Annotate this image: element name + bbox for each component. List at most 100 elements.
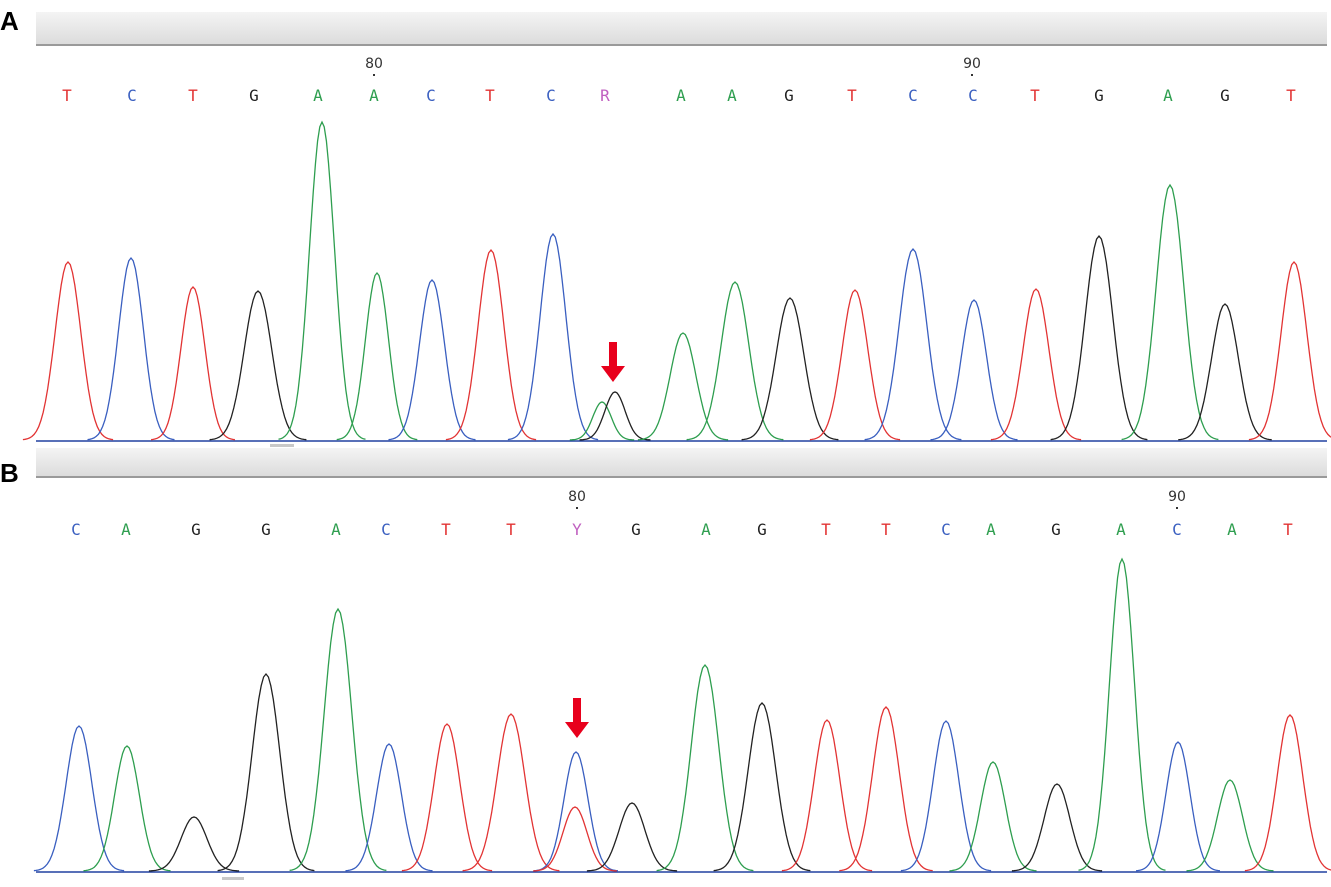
base-call: Y: [572, 520, 582, 539]
trace-peak-C: [864, 247, 962, 441]
base-call: T: [441, 520, 451, 539]
trace-peak-C: [900, 720, 992, 872]
trace-peak-A: [1121, 183, 1219, 441]
trace-peak-C: [388, 279, 476, 441]
trace-peak-T: [533, 806, 617, 872]
base-call: T: [188, 86, 198, 105]
position-tick-90-b: [1176, 507, 1178, 509]
trace-peak-T: [781, 719, 873, 872]
base-call: C: [426, 86, 436, 105]
position-80-a: 80: [365, 56, 383, 72]
base-call: A: [1163, 86, 1173, 105]
position-80-b: 80: [568, 489, 586, 505]
trace-peak-G: [1178, 303, 1272, 441]
variant-arrow-icon-a: [601, 342, 625, 382]
base-call: T: [1286, 86, 1296, 105]
base-call: T: [847, 86, 857, 105]
base-call: A: [121, 520, 131, 539]
trace-peak-A: [83, 745, 171, 872]
base-call: G: [249, 86, 259, 105]
base-call: C: [941, 520, 951, 539]
base-call: C: [968, 86, 978, 105]
panel-label-b: B: [0, 458, 19, 488]
base-call: C: [71, 520, 81, 539]
trace-peak-T: [22, 260, 114, 441]
trace-peak-G: [209, 290, 307, 441]
base-call: T: [821, 520, 831, 539]
position-tick-90-a: [971, 74, 973, 76]
base-call: A: [313, 86, 323, 105]
trace-peak-A: [1078, 557, 1166, 871]
base-call: A: [331, 520, 341, 539]
scroll-thumb-b[interactable]: [222, 877, 244, 880]
base-call: T: [1283, 520, 1293, 539]
panel-label-a: A: [0, 6, 19, 36]
trace-peak-G: [713, 702, 811, 872]
base-call: A: [727, 86, 737, 105]
base-call: C: [908, 86, 918, 105]
position-tick-80-a: [373, 74, 375, 76]
base-call: G: [191, 520, 201, 539]
base-call: T: [1030, 86, 1040, 105]
base-call: G: [1094, 86, 1104, 105]
trace-peak-C: [33, 725, 125, 872]
trace-peak-T: [839, 706, 933, 872]
position-90-b: 90: [1168, 489, 1186, 505]
trace-peak-G: [741, 297, 839, 441]
base-call: A: [676, 86, 686, 105]
toolbar-b: [36, 448, 1327, 478]
trace-peak-C: [1136, 741, 1220, 872]
trace-peak-T: [1248, 260, 1331, 441]
base-call: C: [127, 86, 137, 105]
trace-peak-G: [1011, 783, 1103, 872]
base-call: A: [369, 86, 379, 105]
trace-peak-A: [656, 663, 754, 872]
base-call: G: [784, 86, 794, 105]
base-call: C: [1172, 520, 1182, 539]
trace-peak-G: [1050, 234, 1148, 441]
trace-peak-A: [949, 761, 1037, 872]
trace-peak-T: [151, 286, 235, 441]
base-call: G: [261, 520, 271, 539]
base-call: T: [881, 520, 891, 539]
trace-peak-C: [345, 743, 433, 872]
trace-peak-A: [686, 281, 784, 441]
trace-peak-G: [586, 802, 678, 872]
base-call: R: [600, 86, 610, 105]
trace-peak-C: [534, 751, 618, 872]
trace-peak-T: [990, 288, 1082, 441]
base-call: G: [757, 520, 767, 539]
toolbar-a: [36, 12, 1327, 46]
trace-peak-A: [278, 120, 366, 440]
trace-peak-G: [579, 391, 651, 441]
base-call: G: [631, 520, 641, 539]
trace-peak-T: [809, 289, 901, 441]
base-call: A: [701, 520, 711, 539]
trace-peak-A: [569, 401, 635, 441]
base-call: T: [485, 86, 495, 105]
base-call: A: [1227, 520, 1237, 539]
position-tick-80-b: [576, 507, 578, 509]
base-call: C: [546, 86, 556, 105]
base-call: C: [381, 520, 391, 539]
base-call: G: [1051, 520, 1061, 539]
trace-peak-T: [462, 713, 560, 872]
trace-peak-A: [637, 332, 729, 441]
trace-peak-T: [1244, 714, 1331, 872]
trace-peak-G: [148, 816, 240, 872]
base-call: A: [986, 520, 996, 539]
trace-peak-T: [445, 248, 537, 441]
trace-peak-C: [507, 232, 599, 441]
scroll-thumb-a[interactable]: [270, 444, 294, 447]
base-call: A: [1116, 520, 1126, 539]
trace-peak-A: [289, 607, 387, 872]
position-90-a: 90: [963, 56, 981, 72]
trace-peak-T: [401, 723, 493, 872]
trace-peak-C: [87, 256, 175, 441]
variant-arrow-icon-b: [565, 698, 589, 738]
base-call: T: [506, 520, 516, 539]
base-call: T: [62, 86, 72, 105]
trace-peak-A: [1186, 779, 1274, 872]
